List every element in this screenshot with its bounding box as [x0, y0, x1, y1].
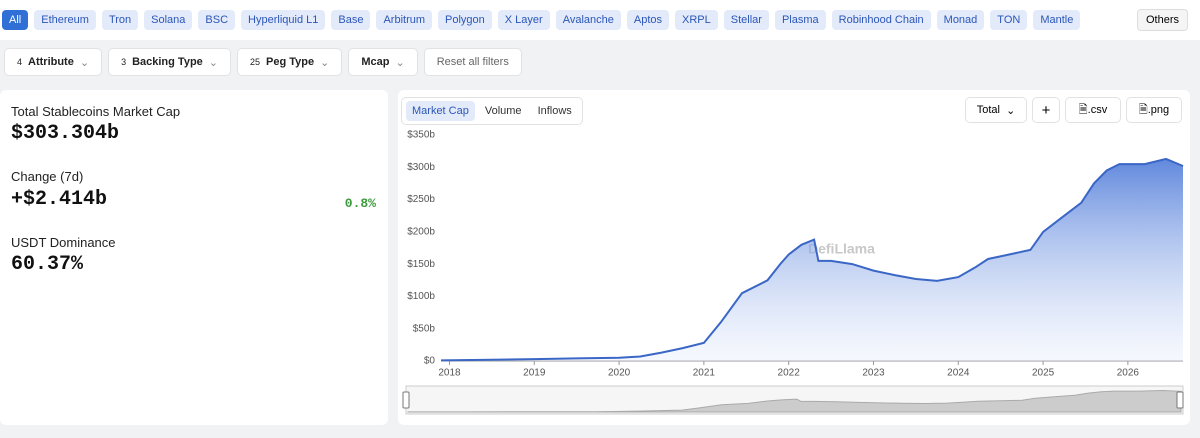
x-tick-label: 2018 — [438, 368, 461, 379]
chain-tab[interactable]: Monad — [936, 10, 985, 30]
x-tick-label: 2025 — [1032, 368, 1055, 379]
stat-label: USDT Dominance — [11, 235, 116, 250]
filter-count: 3 — [121, 57, 127, 67]
chain-tab[interactable]: Base — [331, 10, 371, 30]
y-tick-label: $50b — [413, 323, 436, 334]
stat-value: $303.304b — [11, 122, 120, 145]
x-tick-label: 2023 — [862, 368, 885, 379]
png-label: .png — [1147, 104, 1170, 116]
chevron: ⌄ — [320, 56, 330, 69]
brush-handle — [402, 391, 410, 409]
chain-tab[interactable]: Ethereum — [34, 10, 96, 30]
others-button[interactable]: Others — [1136, 9, 1188, 31]
chain-tab[interactable]: XRPL — [675, 10, 718, 30]
filter-label: Peg Type — [266, 56, 315, 68]
filter-button[interactable]: 3 Backing Type ⌄ — [108, 48, 232, 76]
chain-tab[interactable]: Aptos — [626, 10, 670, 30]
x-tick-label: 2026 — [1117, 368, 1140, 379]
chain-tab[interactable]: Mantle — [1033, 10, 1081, 30]
brush-area — [407, 389, 1182, 413]
x-tick-label: 2019 — [523, 368, 546, 379]
chart: DefiLlama $0 $50b $100b $150b $200b $250b $300… — [402, 130, 1184, 415]
y-tick-label: $150b — [407, 259, 435, 270]
x-tick-label: 2021 — [693, 368, 716, 379]
filters: 4 Attribute ⌄ 3 Backing Type ⌄ 25 Peg Type ⌄ Mcap… — [4, 48, 522, 76]
chart-tab[interactable]: Volume — [484, 105, 522, 117]
chain-tab[interactable]: TON — [990, 10, 1028, 30]
line — [440, 157, 1184, 362]
filter-count: 25 — [250, 57, 261, 67]
chain-tab[interactable]: BSC — [198, 10, 236, 30]
chart-tab[interactable]: Inflows — [537, 105, 572, 117]
chain-tab[interactable]: Tron — [101, 10, 139, 30]
filter-button[interactable]: 25 Peg Type ⌄ — [237, 48, 343, 76]
chain-tab[interactable]: X Layer — [497, 10, 550, 30]
brush-handle — [1176, 391, 1184, 409]
chain-tab[interactable]: Avalanche — [555, 10, 621, 30]
y-tick-label: $300b — [407, 162, 435, 173]
stat-value: 60.37% — [11, 253, 84, 276]
x-tick-label: 2024 — [947, 368, 970, 379]
chain-tab[interactable]: Hyperliquid L1 — [241, 10, 326, 30]
chain-tab[interactable]: Solana — [144, 10, 193, 30]
png-button[interactable]: 🗎 .png — [1126, 97, 1182, 123]
chain-tab[interactable]: Stellar — [723, 10, 769, 30]
chevron: ⌄ — [79, 56, 90, 69]
add-button[interactable]: + — [1032, 97, 1060, 123]
filter-button[interactable]: 4 Attribute ⌄ — [4, 48, 103, 76]
y-tick-label: $0 — [424, 356, 436, 367]
y-tick-label: $350b — [407, 130, 435, 141]
mode-label: Total — [976, 104, 1000, 116]
change-pct: 0.8% — [344, 196, 376, 211]
chain-tab[interactable]: Polygon — [438, 10, 492, 30]
chart-tabs: Market Cap Volume Inflows — [401, 97, 583, 125]
x-tick-label: 2020 — [608, 368, 631, 379]
area — [441, 158, 1183, 361]
csv-label: .csv — [1087, 104, 1108, 116]
y-tick-label: $250b — [407, 194, 435, 205]
x-tick-label: 2022 — [778, 368, 801, 379]
filter-label: Attribute — [28, 56, 74, 68]
watermark: DefiLlama — [808, 241, 875, 257]
stat-label: Total Stablecoins Market Cap — [11, 104, 181, 119]
filter-button[interactable]: Mcap ⌄ — [348, 48, 418, 76]
chain-tab[interactable]: Arbitrum — [376, 10, 433, 30]
y-tick-label: $100b — [407, 291, 435, 302]
filter-label: Mcap — [361, 56, 390, 68]
filter-count: 4 — [17, 57, 23, 67]
filter-label: Backing Type — [132, 56, 203, 68]
chain-tab[interactable]: All — [2, 10, 29, 30]
chart-tab[interactable]: Market Cap — [406, 101, 475, 121]
chain-tab[interactable]: Plasma — [774, 10, 826, 30]
stat-label: Change (7d) — [11, 169, 84, 184]
y-tick-label: $200b — [407, 226, 435, 237]
chevron: ⌄ — [395, 56, 405, 69]
reset-button[interactable]: Reset all filters — [423, 48, 522, 76]
csv-button[interactable]: 🗎 .csv — [1065, 97, 1121, 123]
chain-tab[interactable]: Robinhood Chain — [831, 10, 931, 30]
stat-value: +$2.414b — [11, 188, 108, 211]
mode-select[interactable]: Total ⌄ — [965, 97, 1027, 123]
stats-panel: Total Stablecoins Market Cap $303.304b C… — [0, 90, 388, 425]
chain-tabs: All Ethereum Tron Solana BSC Hyperliquid L1 Ba… — [0, 0, 1200, 40]
chevron: ⌄ — [208, 56, 219, 69]
